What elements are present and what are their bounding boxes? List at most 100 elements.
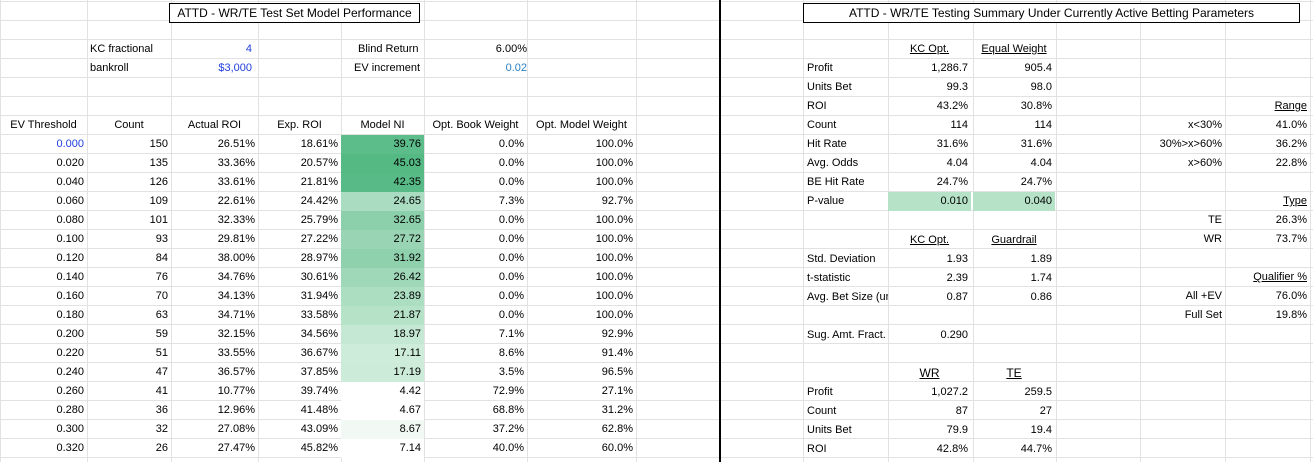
ev-threshold-cell[interactable]: 0.220 xyxy=(56,347,84,359)
bankroll-value[interactable]: $3,000 xyxy=(218,62,252,74)
table-cell[interactable]: 100.0% xyxy=(595,214,633,226)
table-cell[interactable]: 27.22% xyxy=(300,233,338,245)
table-cell[interactable]: 36.67% xyxy=(300,347,338,359)
table-cell[interactable]: 60.0% xyxy=(601,442,633,454)
table-cell[interactable]: 31.92 xyxy=(341,249,424,268)
table-cell[interactable]: 93 xyxy=(155,233,168,245)
ev-threshold-cell[interactable]: 0.100 xyxy=(56,233,84,245)
table-cell[interactable]: 100.0% xyxy=(595,252,633,264)
table-cell[interactable]: 31.2% xyxy=(601,404,633,416)
table-cell[interactable]: 41 xyxy=(155,385,168,397)
table-cell[interactable]: 100.0% xyxy=(595,138,633,150)
ev-threshold-cell[interactable]: 0.140 xyxy=(56,271,84,283)
table-cell[interactable]: 51 xyxy=(155,347,168,359)
table-cell[interactable]: 38.00% xyxy=(217,252,255,264)
table-cell[interactable]: 12.96% xyxy=(217,404,255,416)
table-cell[interactable]: 84 xyxy=(155,252,168,264)
summary-value[interactable]: 4.04 xyxy=(1030,157,1052,169)
table-cell[interactable]: 8.67 xyxy=(341,420,424,439)
table-cell[interactable]: 4.67 xyxy=(341,401,424,420)
ev-threshold-cell[interactable]: 0.040 xyxy=(56,176,84,188)
summary-value[interactable]: 43.2% xyxy=(936,100,968,112)
table-cell[interactable]: 135 xyxy=(149,157,168,169)
table-cell[interactable]: 101 xyxy=(149,214,168,226)
breakdown-value[interactable]: 76.0% xyxy=(1275,290,1307,302)
ev-threshold-cell[interactable]: 0.180 xyxy=(56,309,84,321)
table-cell[interactable]: 32.65 xyxy=(341,211,424,230)
table-cell[interactable]: 0.0% xyxy=(498,176,524,188)
table-cell[interactable]: 29.81% xyxy=(217,233,255,245)
table-cell[interactable]: 41.48% xyxy=(300,404,338,416)
table-cell[interactable]: 43.09% xyxy=(300,423,338,435)
table-cell[interactable]: 17.11 xyxy=(341,344,424,363)
table-cell[interactable]: 72.9% xyxy=(492,385,524,397)
breakdown-value[interactable]: 19.8% xyxy=(1275,309,1307,321)
table-cell[interactable]: 32.15% xyxy=(217,328,255,340)
summary-value[interactable]: 19.4 xyxy=(1030,424,1052,436)
table-cell[interactable]: 36.57% xyxy=(217,366,255,378)
table-cell[interactable]: 10.77% xyxy=(217,385,255,397)
ev-threshold-cell[interactable]: 0.000 xyxy=(56,138,84,150)
table-cell[interactable]: 70 xyxy=(155,290,168,302)
summary-value[interactable]: 0.86 xyxy=(1030,291,1052,303)
summary-value[interactable]: 1.93 xyxy=(946,253,968,265)
table-cell[interactable]: 26.42 xyxy=(341,268,424,287)
table-cell[interactable]: 0.0% xyxy=(498,290,524,302)
ev-threshold-cell[interactable]: 0.020 xyxy=(56,157,84,169)
table-cell[interactable]: 100.0% xyxy=(595,271,633,283)
summary-value[interactable]: 1,286.7 xyxy=(931,62,968,74)
table-cell[interactable]: 0.0% xyxy=(498,138,524,150)
summary-value[interactable]: 24.7% xyxy=(936,176,968,188)
summary-value[interactable]: 905.4 xyxy=(1024,62,1052,74)
table-cell[interactable]: 24.42% xyxy=(300,195,338,207)
summary-value[interactable]: 0.87 xyxy=(946,291,968,303)
table-cell[interactable]: 0.0% xyxy=(498,271,524,283)
breakdown-value[interactable]: 73.7% xyxy=(1275,233,1307,245)
summary-value[interactable]: 114 xyxy=(950,119,968,131)
table-cell[interactable]: 39.76 xyxy=(341,135,424,154)
summary-value[interactable]: 99.3 xyxy=(946,81,968,93)
table-cell[interactable]: 126 xyxy=(149,176,168,188)
table-cell[interactable]: 100.0% xyxy=(595,290,633,302)
table-cell[interactable]: 26.51% xyxy=(217,138,255,150)
table-cell[interactable]: 100.0% xyxy=(595,233,633,245)
ev-threshold-cell[interactable]: 0.240 xyxy=(56,366,84,378)
table-cell[interactable]: 8.6% xyxy=(498,347,524,359)
ev-threshold-cell[interactable]: 0.200 xyxy=(56,328,84,340)
summary-value[interactable]: 42.8% xyxy=(936,443,968,455)
summary-value[interactable]: 27 xyxy=(1039,405,1052,417)
table-cell[interactable]: 0.0% xyxy=(498,309,524,321)
table-cell[interactable]: 3.5% xyxy=(498,366,524,378)
table-cell[interactable]: 34.13% xyxy=(217,290,255,302)
table-cell[interactable]: 7.1% xyxy=(498,328,524,340)
table-cell[interactable]: 150 xyxy=(149,138,168,150)
table-cell[interactable]: 63 xyxy=(155,309,168,321)
table-cell[interactable]: 28.97% xyxy=(300,252,338,264)
summary-value[interactable]: 1,027.2 xyxy=(931,386,968,398)
table-cell[interactable]: 37.2% xyxy=(492,423,524,435)
summary-value[interactable]: 2.39 xyxy=(946,272,968,284)
table-cell[interactable]: 36 xyxy=(155,404,168,416)
breakdown-value[interactable]: 26.3% xyxy=(1275,214,1307,226)
table-cell[interactable]: 32.33% xyxy=(217,214,255,226)
table-cell[interactable]: 34.71% xyxy=(217,309,255,321)
table-cell[interactable]: 34.76% xyxy=(217,271,255,283)
table-cell[interactable]: 7.14 xyxy=(341,439,424,458)
breakdown-value[interactable]: 36.2% xyxy=(1275,138,1307,150)
ev-threshold-cell[interactable]: 0.120 xyxy=(56,252,84,264)
table-cell[interactable]: 30.61% xyxy=(300,271,338,283)
table-cell[interactable]: 100.0% xyxy=(595,309,633,321)
table-cell[interactable]: 34.56% xyxy=(300,328,338,340)
table-cell[interactable]: 76 xyxy=(155,271,168,283)
summary-value[interactable]: 30.8% xyxy=(1020,100,1052,112)
table-cell[interactable]: 37.85% xyxy=(300,366,338,378)
summary-value[interactable]: 79.9 xyxy=(946,424,968,436)
ev-threshold-cell[interactable]: 0.260 xyxy=(56,385,84,397)
table-cell[interactable]: 7.3% xyxy=(498,195,524,207)
table-cell[interactable]: 100.0% xyxy=(595,176,633,188)
table-cell[interactable]: 17.19 xyxy=(341,363,424,382)
table-cell[interactable]: 68.8% xyxy=(492,404,524,416)
table-cell[interactable]: 59 xyxy=(155,328,168,340)
table-cell[interactable]: 33.36% xyxy=(217,157,255,169)
ev-threshold-cell[interactable]: 0.160 xyxy=(56,290,84,302)
